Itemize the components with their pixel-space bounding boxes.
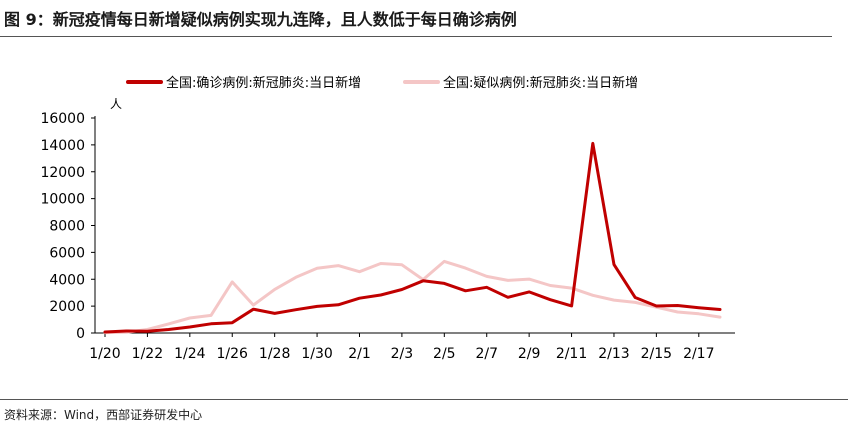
y-tick-label: 0 — [76, 326, 85, 342]
x-tick-label: 1/24 — [174, 346, 206, 362]
series-line-confirmed — [103, 141, 722, 334]
y-tick-label: 6000 — [49, 245, 85, 261]
y-tick-label: 12000 — [40, 165, 85, 181]
series-line-suspected — [103, 259, 722, 335]
x-tick-label: 1/20 — [89, 346, 120, 362]
x-tick-label: 1/28 — [259, 346, 290, 362]
y-tick-label: 4000 — [49, 272, 85, 288]
y-tick-label: 16000 — [40, 111, 85, 127]
source-note: 资料来源：Wind，西部证券研发中心 — [4, 408, 203, 422]
page-title: 图 9：新冠疫情每日新增疑似病例实现九连降，且人数低于每日确诊病例 — [4, 10, 517, 29]
x-tick-label: 2/9 — [518, 346, 541, 362]
x-tick-label: 2/11 — [556, 346, 587, 362]
legend-label: 全国:确诊病例:新冠肺炎:当日新增 — [166, 75, 361, 91]
x-tick-label: 2/3 — [391, 346, 414, 362]
x-tick-label: 1/26 — [217, 346, 249, 362]
x-tick-label: 2/15 — [641, 346, 672, 362]
x-tick-label: 2/13 — [598, 346, 629, 362]
source-divider — [0, 399, 848, 400]
x-tick-label: 1/22 — [132, 346, 163, 362]
x-tick-label: 2/7 — [475, 346, 498, 362]
x-tick-label: 2/17 — [683, 346, 714, 362]
x-tick-label: 2/1 — [348, 346, 371, 362]
y-tick-label: 14000 — [40, 138, 85, 154]
y-axis-unit-label: 人 — [110, 97, 122, 111]
x-tick-label: 1/30 — [301, 346, 332, 362]
title-divider — [0, 36, 832, 37]
y-tick-label: 2000 — [49, 299, 85, 315]
y-tick-label: 8000 — [49, 219, 85, 235]
y-tick-label: 10000 — [40, 192, 85, 208]
legend-label: 全国:疑似病例:新冠肺炎:当日新增 — [443, 75, 638, 91]
x-tick-label: 2/5 — [433, 346, 456, 362]
